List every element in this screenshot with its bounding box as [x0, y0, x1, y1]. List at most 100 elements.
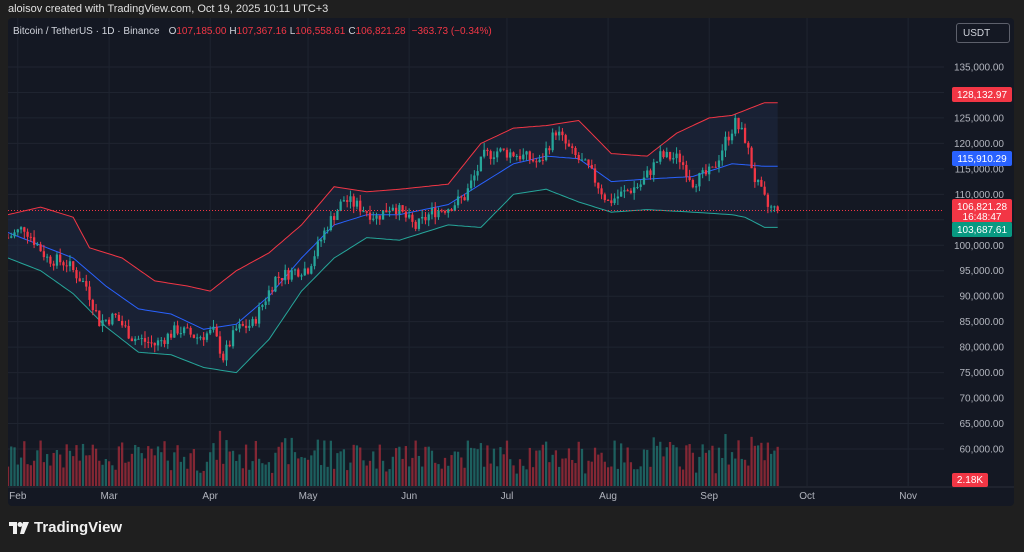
- candle-body: [489, 151, 492, 159]
- volume-bar: [633, 469, 636, 486]
- volume-bar: [694, 472, 698, 486]
- volume-bar: [580, 448, 584, 486]
- candle-body: [329, 216, 333, 231]
- volume-bar: [659, 441, 662, 486]
- volume-bar: [424, 446, 427, 486]
- candle-body: [440, 210, 443, 212]
- tradingview-logo-text: TradingView: [34, 519, 123, 536]
- volume-bar: [597, 454, 600, 486]
- candle-body: [724, 136, 727, 151]
- volume-bar: [349, 462, 352, 486]
- volume-bar: [646, 449, 649, 486]
- candle-body: [394, 207, 398, 215]
- volume-bar: [636, 469, 639, 486]
- volume-bar: [496, 466, 499, 486]
- volume-bar: [231, 450, 235, 486]
- volume-bar: [492, 448, 496, 486]
- price-axis-tick: 110,000.00: [955, 190, 1005, 201]
- candle-body: [417, 218, 421, 229]
- candle-body: [528, 151, 531, 160]
- candle-body: [209, 329, 212, 334]
- candle-body: [456, 196, 460, 206]
- candle-body: [564, 135, 567, 144]
- candle-body: [166, 333, 169, 344]
- candle-body: [639, 184, 642, 187]
- volume-bar: [714, 473, 717, 486]
- volume-bars: [8, 430, 779, 486]
- candle-body: [75, 270, 78, 279]
- volume-bar: [437, 464, 440, 486]
- volume-bar: [417, 455, 421, 486]
- volume-bar: [584, 473, 587, 486]
- price-chart[interactable]: 135,000.00130,000.00125,000.00120,000.00…: [8, 18, 1014, 506]
- candle-body: [88, 286, 91, 300]
- volume-bar: [554, 450, 558, 486]
- candle-body: [610, 200, 613, 204]
- volume-bar: [372, 451, 375, 486]
- low-label: L: [289, 26, 296, 37]
- volume-bar: [196, 470, 199, 486]
- volume-bar: [29, 465, 32, 486]
- volume-bar: [701, 444, 704, 486]
- candle-body: [466, 188, 469, 201]
- volume-bar: [238, 454, 241, 486]
- candle-body: [688, 176, 691, 180]
- candle-body: [150, 342, 153, 344]
- open-value: 107,185.00: [176, 26, 227, 37]
- volume-bar: [672, 444, 675, 486]
- candle-body: [65, 265, 68, 267]
- volume-bar: [724, 434, 727, 486]
- candle-body: [372, 218, 375, 220]
- volume-bar: [297, 458, 300, 486]
- volume-bar: [665, 447, 668, 486]
- volume-bar: [257, 458, 261, 486]
- candle-body: [91, 299, 94, 311]
- candle-body: [192, 334, 196, 338]
- currency-button[interactable]: USDT: [956, 23, 1010, 43]
- volume-bar: [156, 446, 160, 486]
- volume-bar: [303, 457, 306, 486]
- volume-bar: [571, 459, 574, 486]
- volume-bar: [59, 454, 62, 486]
- candle-body: [571, 146, 574, 148]
- volume-bar: [179, 461, 182, 486]
- time-axis-tick: Nov: [899, 491, 917, 502]
- candle-body: [212, 326, 215, 330]
- ohlc-legend: Bitcoin / TetherUS · 1D · Binance O 107,1…: [13, 26, 492, 37]
- chart-panel[interactable]: 135,000.00130,000.00125,000.00120,000.00…: [8, 18, 1014, 506]
- volume-bar: [290, 437, 293, 486]
- volume-bar: [450, 455, 453, 486]
- candle-body: [104, 319, 107, 321]
- volume-bar: [531, 467, 535, 486]
- volume-bar: [352, 444, 355, 486]
- volume-bar: [483, 466, 486, 486]
- close-value: 106,821.28: [355, 26, 406, 37]
- volume-bar: [538, 450, 541, 486]
- candle-body: [704, 170, 708, 175]
- candle-body: [94, 310, 98, 312]
- volume-bar: [88, 455, 91, 486]
- candle-body: [300, 275, 303, 277]
- volume-bar: [408, 466, 411, 486]
- price-axis-tick: 120,000.00: [954, 139, 1004, 150]
- candle-body: [629, 190, 633, 193]
- price-axis-tick: 115,000.00: [955, 164, 1005, 175]
- volume-bar: [19, 457, 23, 486]
- candle-body: [160, 340, 163, 342]
- candle-body: [404, 211, 408, 218]
- price-axis-tick: 65,000.00: [960, 419, 1005, 430]
- volume-bar: [685, 445, 688, 486]
- candle-body: [512, 152, 515, 157]
- candle-body: [218, 336, 222, 354]
- volume-bar: [528, 447, 531, 486]
- volume-bar: [649, 466, 652, 486]
- candle-body: [280, 277, 284, 281]
- volume-bar: [574, 463, 577, 486]
- candle-body: [297, 269, 300, 277]
- volume-bar: [460, 457, 463, 486]
- volume-bar: [711, 445, 714, 486]
- tradingview-logo[interactable]: TradingView: [9, 519, 122, 536]
- candle-body: [169, 333, 173, 338]
- volume-bar: [479, 443, 483, 486]
- volume-bar: [23, 441, 26, 486]
